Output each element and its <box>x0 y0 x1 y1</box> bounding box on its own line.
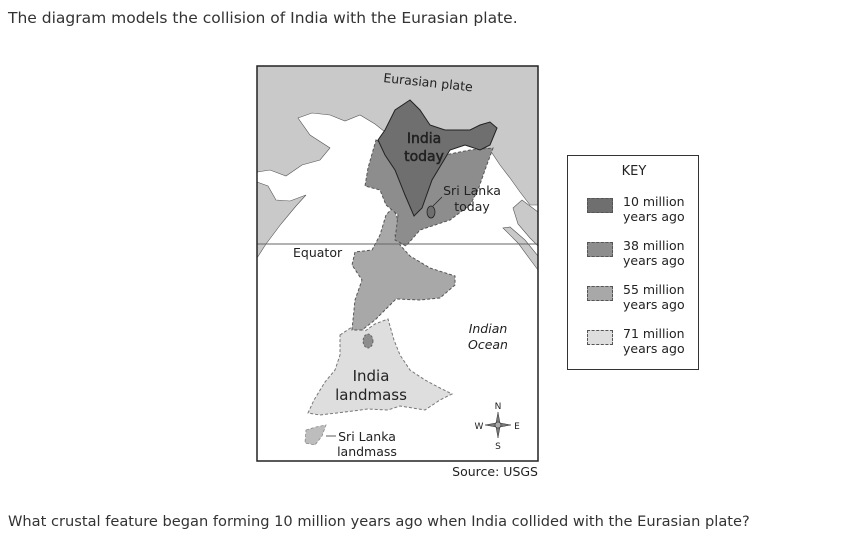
map-border <box>256 65 539 462</box>
india-today-label-1: India <box>407 131 441 147</box>
sri-lanka-landmass <box>304 424 327 446</box>
compass-rose-icon: N S E W <box>475 402 521 452</box>
india-71-million <box>307 318 454 416</box>
key-label: 38 million <box>623 238 685 253</box>
compass-s: S <box>495 442 501 452</box>
indian-ocean-label-2: Ocean <box>468 337 508 352</box>
india-landmass-label-2: landmass <box>335 386 407 404</box>
swatch-10-million <box>587 198 613 213</box>
indian-ocean-label-1: Indian <box>469 321 508 336</box>
key-label: years ago <box>623 253 685 268</box>
india-landmass-label-1: India <box>353 367 390 385</box>
question-text: What crustal feature began forming 10 mi… <box>8 513 750 530</box>
key-label: 10 million <box>623 194 685 209</box>
sri-lanka-today-label-1: Sri Lanka <box>443 183 501 198</box>
sri-lanka-landmass-label-2: landmass <box>337 444 397 459</box>
india-today-label-2: today <box>404 149 444 165</box>
equator-label: Equator <box>293 245 343 260</box>
compass-w: W <box>475 422 484 432</box>
india-10-million <box>377 99 498 217</box>
sri-lanka-landmass-label-1: Sri Lanka <box>338 429 396 444</box>
eurasian-land <box>256 65 539 206</box>
prompt-text: The diagram models the collision of Indi… <box>8 9 518 27</box>
compass-n: N <box>495 402 502 412</box>
swatch-38-million <box>587 242 613 257</box>
key-label: years ago <box>623 341 685 356</box>
compass-e: E <box>514 422 520 432</box>
key-label: 71 million <box>623 326 685 341</box>
key-label: years ago <box>623 297 685 312</box>
map-key: KEY 10 million years ago 38 million years … <box>567 155 699 370</box>
swatch-71-million <box>587 330 613 345</box>
africa-land <box>256 181 307 260</box>
key-title: KEY <box>621 164 647 179</box>
swatch-55-million <box>587 286 613 301</box>
key-label: years ago <box>623 209 685 224</box>
sri-lanka-today-label-2: today <box>454 199 490 214</box>
source-label: Source: USGS <box>452 464 538 479</box>
key-label: 55 million <box>623 282 685 297</box>
